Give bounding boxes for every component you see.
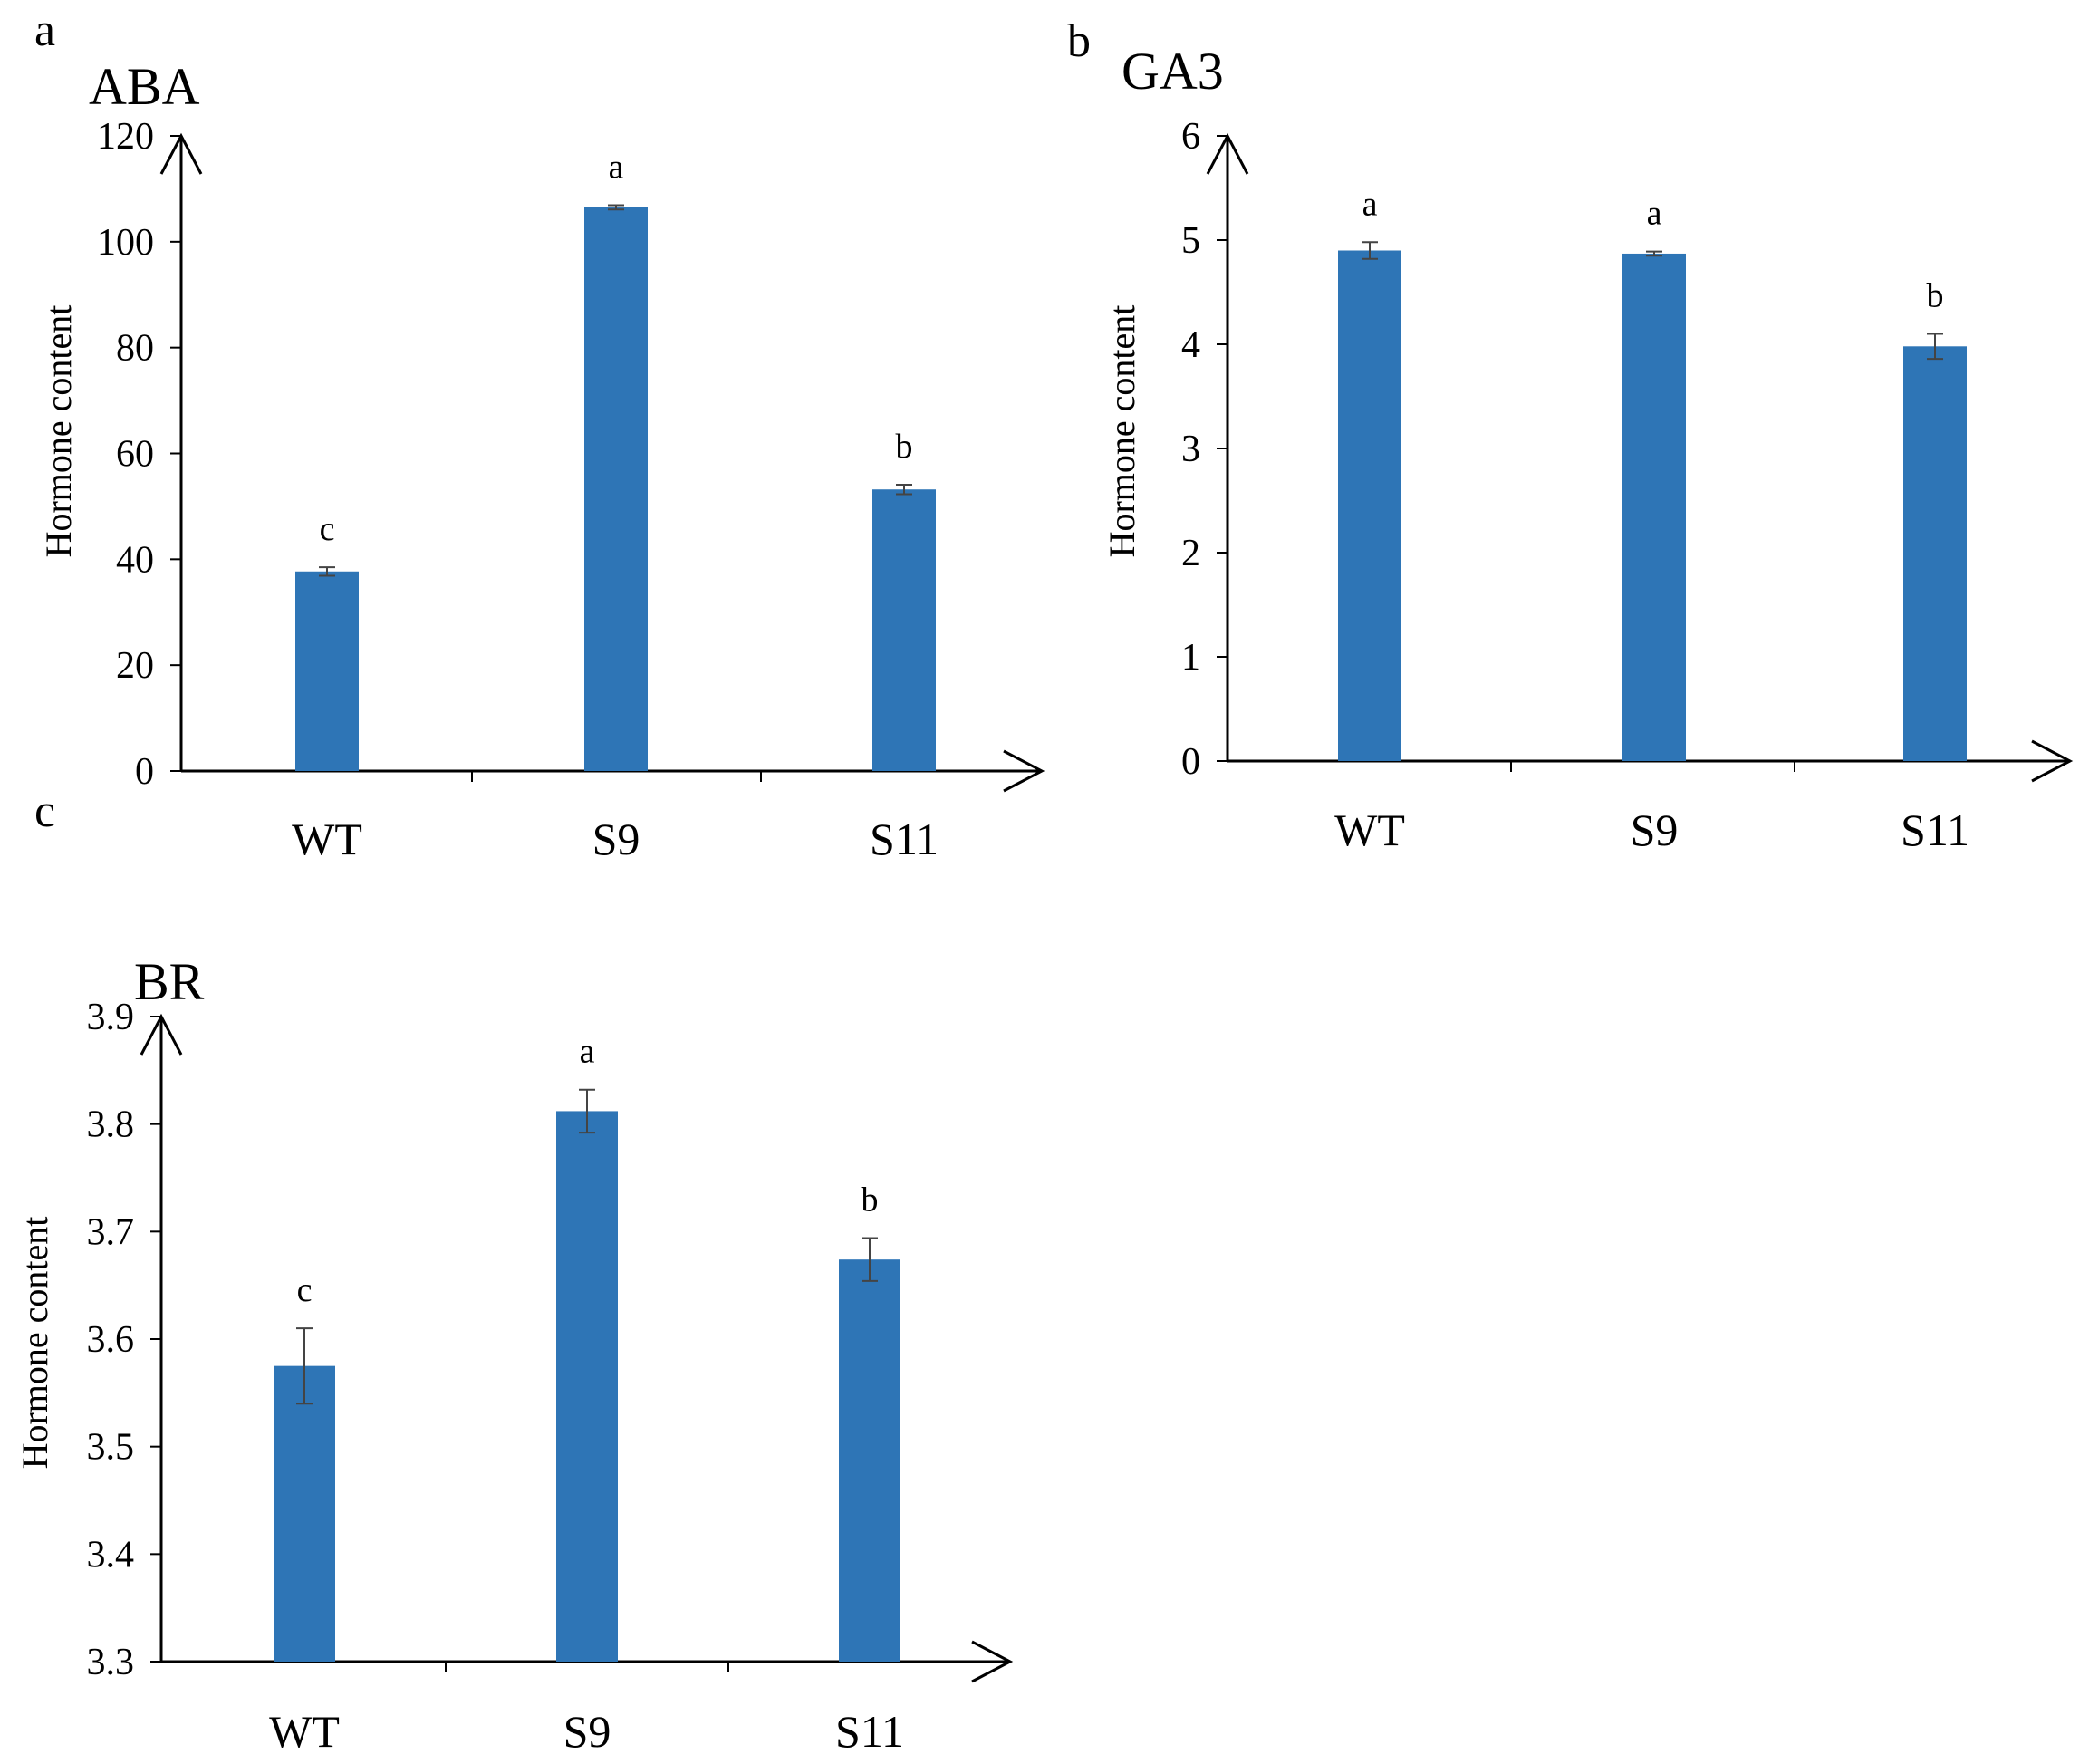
panel-a-category-label-s9: S9 (592, 814, 640, 864)
panel-b-y-axis-title: Hormone content (1102, 305, 1142, 558)
panel-c-x-axis-arrow (971, 1640, 1014, 1683)
panel-c-error-bar-s11 (862, 1237, 878, 1282)
panel-b-error-bar-s9 (1646, 250, 1662, 257)
panel-c-plot: 3.3 3.4 3.5 3.6 3.7 3.8 3.9 c WT a S9 b S11 (87, 997, 1014, 1757)
panel-b-x-axis-arrow (2031, 739, 2074, 783)
panel-b-category-label-s11: S11 (1901, 805, 1969, 855)
panel-a-significance-s11: b (896, 428, 913, 466)
panel-b-significance-wt: a (1362, 185, 1378, 223)
panel-a-y-tick-label-0: 0 (135, 751, 154, 793)
panel-b-error-bar-s11 (1927, 333, 1943, 361)
panel-b-letter: b (1067, 15, 1091, 67)
panel-c-y-tick-label-1: 3.4 (87, 1534, 135, 1576)
panel-b-y-tick-label-4: 4 (1181, 324, 1200, 366)
panel-c-significance-s11: b (862, 1181, 879, 1219)
panel-c-y-tick-label-4: 3.7 (87, 1211, 135, 1253)
panel-b-y-tick-label-3: 3 (1181, 429, 1200, 470)
panel-a-error-bar-wt (319, 566, 335, 577)
panel-c-title: BR (134, 952, 205, 1011)
panel-b-bar-s9 (1622, 253, 1686, 761)
panel-a-plot: 0 20 40 60 80 100 120 c WT a S9 b S11 (97, 116, 1045, 864)
panel-c-error-bar-s9 (579, 1088, 595, 1134)
panel-c-y-tick-label-6: 3.9 (87, 997, 135, 1038)
panel-b-error-bar-wt (1362, 241, 1378, 260)
panel-c-letter: c (34, 786, 55, 837)
panel-c-y-tick-label-0: 3.3 (87, 1642, 135, 1683)
panel-a-y-tick-label-3: 60 (116, 434, 154, 476)
panel-c-y-tick-label-5: 3.8 (87, 1104, 135, 1146)
panel-b-y-tick-label-1: 1 (1181, 637, 1200, 679)
panel-a-y-tick-label-2: 40 (116, 539, 154, 581)
panel-b-y-tick-label-5: 5 (1181, 220, 1200, 262)
panel-a-y-tick-label-1: 20 (116, 645, 154, 687)
panel-b-significance-s11: b (1927, 277, 1944, 315)
panel-c-y-tick-label-3: 3.6 (87, 1319, 135, 1361)
panel-a-category-label-s11: S11 (870, 814, 939, 864)
panel-b-bar-s11 (1903, 346, 1967, 761)
panel-a-letter: a (34, 5, 55, 56)
panel-a-significance-wt: c (320, 510, 335, 548)
panel-b-y-tick-label-0: 0 (1181, 741, 1200, 783)
panel-a-x-axis-arrow (1003, 749, 1045, 793)
chart-panel-c: c BR Hormone content 3.33.43.53.63.73.83… (14, 786, 1014, 1757)
panel-b-plot: 0 1 2 3 4 5 6 a WT a S9 b S11 (1181, 116, 2074, 855)
panel-a-error-bar-s9 (608, 204, 624, 211)
chart-panel-b: b GA3 Hormone content 0 1 2 3 4 5 6 a WT a S9 b S11 (1067, 15, 2074, 855)
panel-c-bar-s9 (556, 1111, 618, 1662)
panel-a-y-tick-label-5: 100 (97, 222, 154, 264)
panel-a-y-tick-label-4: 80 (116, 328, 154, 370)
panel-a-bar-s9 (584, 207, 648, 772)
panel-c-category-label-wt: WT (269, 1706, 340, 1757)
panel-c-y-axis-title: Hormone content (14, 1217, 55, 1470)
panel-a-bar-wt (295, 571, 359, 771)
panel-a-significance-s9: a (609, 149, 624, 187)
panel-a-y-tick-label-6: 120 (97, 116, 154, 158)
chart-panel-a: a ABA Hormone content 0 20 40 60 80 100 120 c WT… (34, 5, 1045, 864)
panel-b-category-label-s9: S9 (1631, 805, 1679, 855)
panel-c-bar-s11 (839, 1259, 900, 1662)
panel-c-category-label-s11: S11 (835, 1706, 904, 1757)
panel-c-significance-wt: c (297, 1271, 313, 1309)
panel-c-significance-s9: a (580, 1033, 595, 1071)
panel-a-title: ABA (89, 57, 200, 116)
panel-a-y-axis-title: Hormone content (38, 305, 79, 558)
panel-c-bar-wt (274, 1365, 335, 1662)
panel-b-y-tick-label-2: 2 (1181, 533, 1200, 574)
panel-a-category-label-wt: WT (292, 814, 362, 864)
panel-b-category-label-wt: WT (1334, 805, 1405, 855)
panel-b-significance-s9: a (1647, 195, 1662, 233)
panel-b-title: GA3 (1122, 42, 1224, 101)
panel-a-error-bar-s11 (896, 483, 912, 496)
panel-c-y-tick-label-2: 3.5 (87, 1427, 135, 1469)
panel-b-y-tick-label-6: 6 (1181, 116, 1200, 158)
panel-a-bar-s11 (872, 489, 936, 771)
panel-b-bar-wt (1338, 250, 1401, 761)
panel-c-error-bar-wt (296, 1327, 313, 1405)
panel-c-category-label-s9: S9 (563, 1706, 611, 1757)
